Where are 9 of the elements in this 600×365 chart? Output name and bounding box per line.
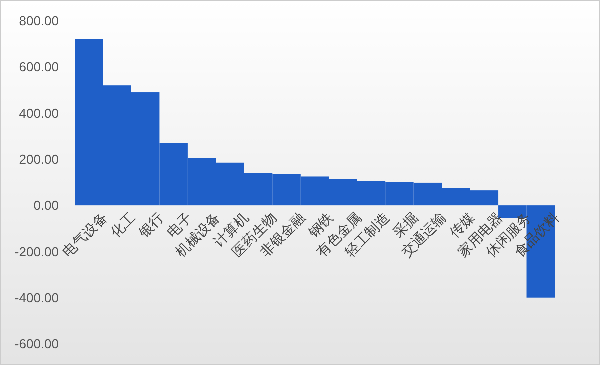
y-tick-label: -400.00 — [14, 290, 59, 306]
y-tick-label: 600.00 — [19, 60, 59, 75]
y-tick-label: 400.00 — [19, 106, 59, 121]
y-tick-label: 200.00 — [19, 152, 59, 167]
y-tick-label: -200.00 — [14, 244, 59, 260]
y-tick-label: 800.00 — [19, 14, 59, 29]
x-tick-label: 电气设备 — [60, 210, 111, 261]
y-tick-label: 0.00 — [34, 198, 59, 214]
y-tick-label: -600.00 — [14, 336, 59, 352]
